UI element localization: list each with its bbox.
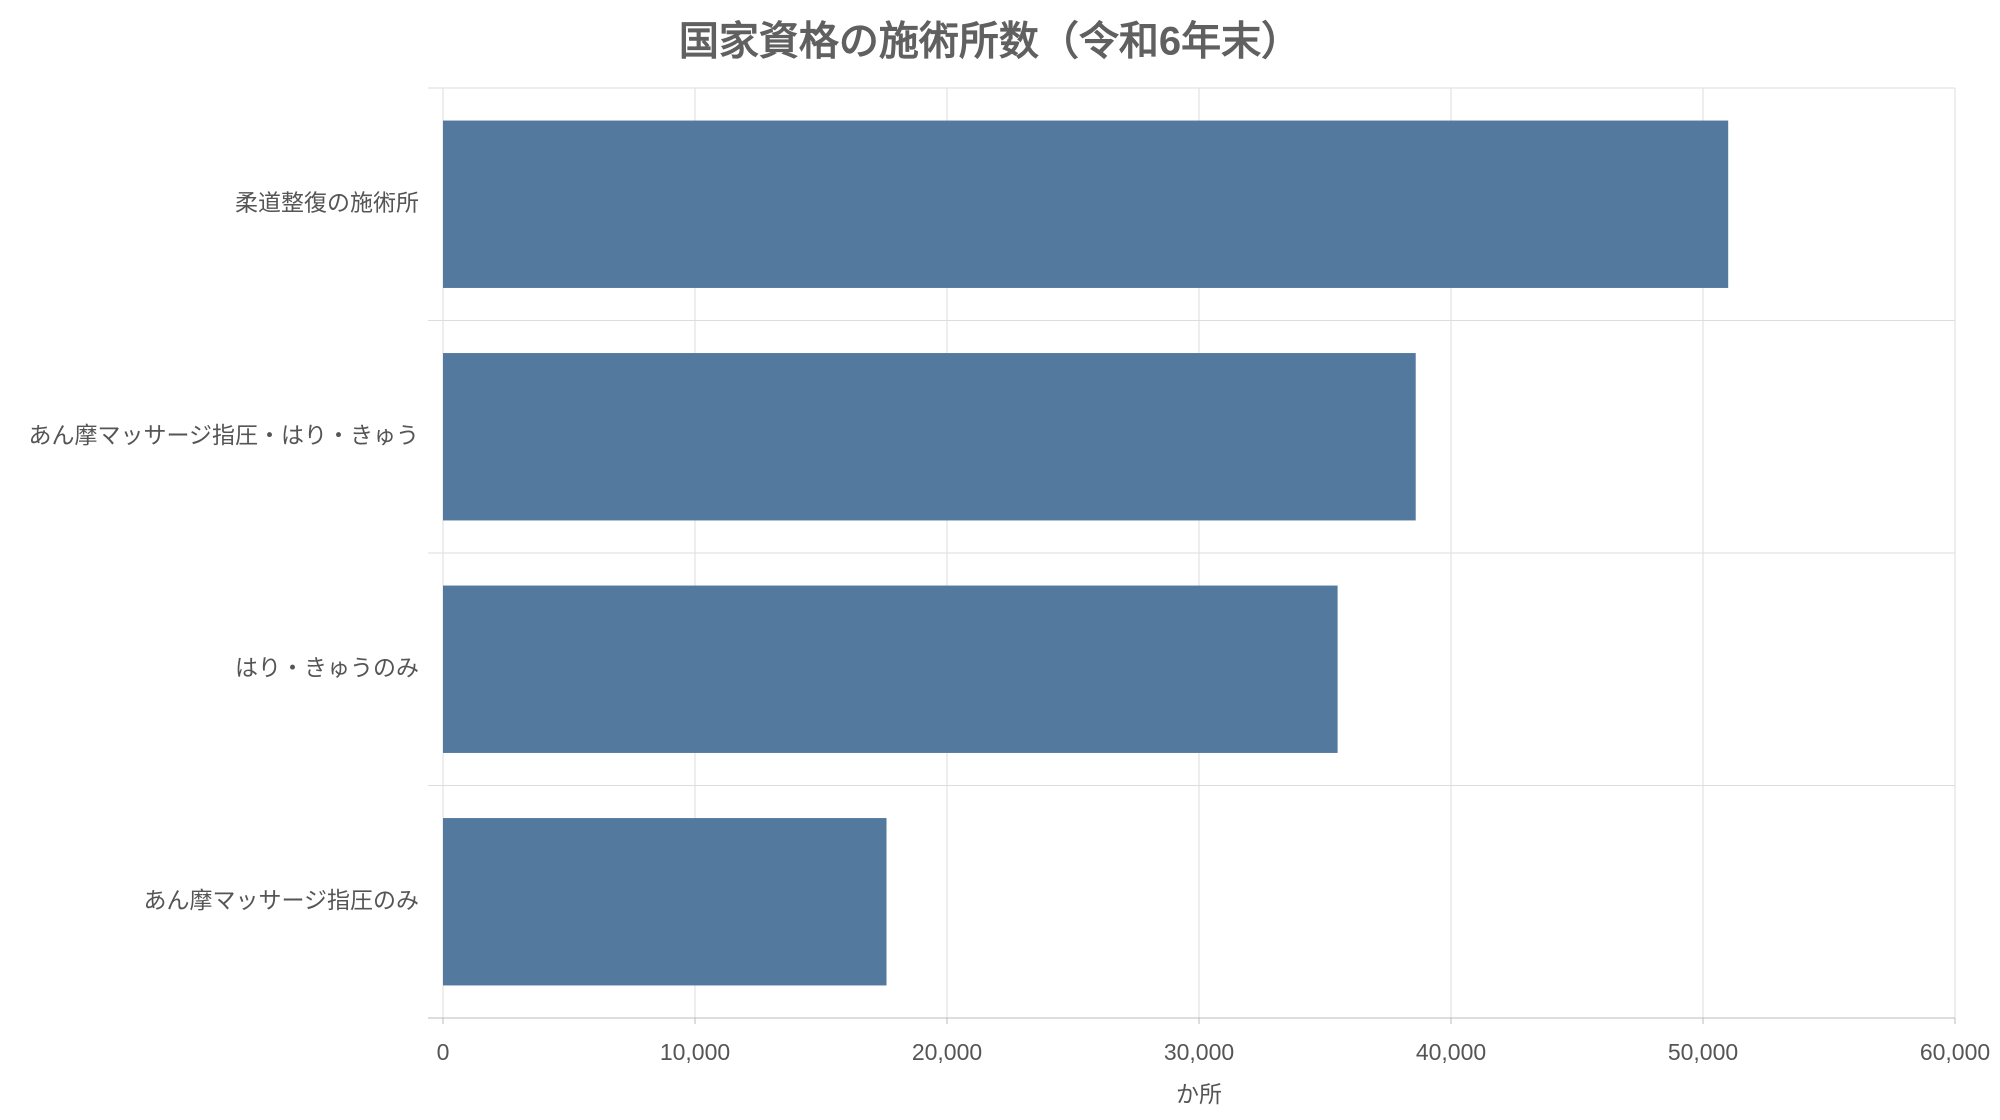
bar: [443, 353, 1416, 521]
bar: [443, 585, 1338, 753]
x-tick-label: 10,000: [660, 1039, 730, 1065]
y-tick-label: はり・きゅうのみ: [235, 654, 419, 680]
chart-title: 国家資格の施術所数（令和6年末）: [679, 20, 1301, 64]
y-tick-label: 柔道整復の施術所: [235, 189, 419, 215]
y-tick-label: あん摩マッサージ指圧のみ: [143, 887, 419, 913]
bar: [443, 818, 887, 986]
x-tick-label: 0: [437, 1039, 450, 1065]
x-axis-label: か所: [1176, 1081, 1222, 1107]
x-tick-label: 50,000: [1668, 1039, 1738, 1065]
x-tick-label: 30,000: [1164, 1039, 1234, 1065]
x-tick-label: 20,000: [912, 1039, 982, 1065]
y-tick-label: あん摩マッサージ指圧・はり・きゅう: [28, 422, 419, 448]
x-tick-label: 60,000: [1920, 1039, 1990, 1065]
x-tick-label: 40,000: [1416, 1039, 1486, 1065]
bar: [443, 120, 1729, 288]
